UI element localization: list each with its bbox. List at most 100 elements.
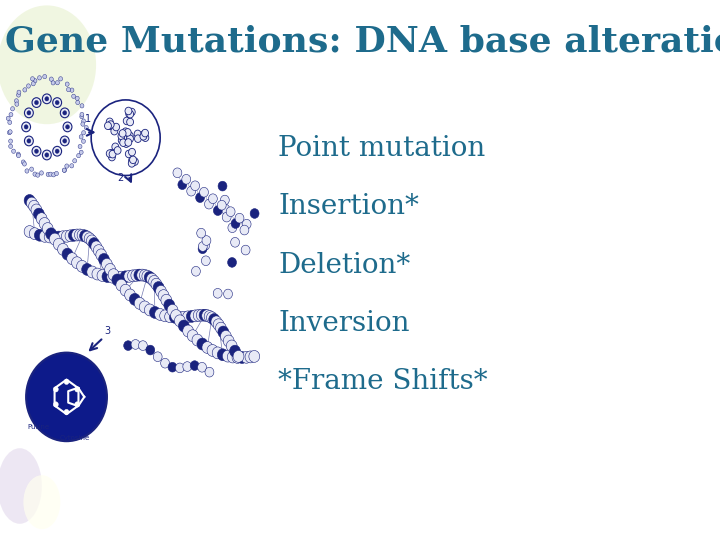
Circle shape [75,387,80,392]
Text: 1: 1 [85,113,91,124]
Circle shape [15,102,19,106]
Circle shape [171,309,181,321]
Circle shape [222,350,233,362]
Circle shape [71,229,82,241]
Circle shape [107,121,114,129]
Circle shape [109,150,116,158]
Circle shape [186,186,196,196]
Circle shape [45,97,49,101]
Circle shape [215,322,226,334]
Circle shape [127,110,134,118]
Circle shape [53,146,62,156]
Circle shape [155,308,166,320]
Circle shape [89,238,99,249]
Circle shape [14,99,19,103]
Circle shape [76,100,80,105]
Circle shape [62,168,66,172]
Circle shape [84,233,95,245]
Circle shape [81,119,86,123]
Circle shape [197,228,206,238]
Circle shape [60,136,69,146]
Circle shape [11,106,14,111]
Circle shape [129,157,135,164]
Circle shape [99,253,109,265]
Circle shape [63,168,66,172]
Circle shape [81,131,86,135]
Circle shape [241,352,252,363]
Circle shape [55,100,59,105]
Circle shape [17,90,21,94]
Circle shape [58,244,68,255]
Circle shape [138,341,148,350]
Circle shape [108,269,119,281]
Circle shape [53,231,64,243]
Circle shape [212,347,223,359]
Circle shape [26,353,107,441]
Circle shape [107,122,114,130]
Circle shape [81,122,85,126]
Circle shape [120,271,131,283]
Circle shape [65,164,68,168]
Circle shape [17,152,20,157]
Circle shape [35,149,38,153]
Circle shape [22,162,27,166]
Circle shape [76,260,87,272]
Circle shape [118,132,125,140]
Circle shape [134,130,141,138]
Circle shape [116,271,127,283]
Circle shape [128,160,135,167]
Circle shape [65,230,76,242]
Circle shape [202,342,213,354]
Circle shape [192,334,203,346]
Circle shape [249,350,260,362]
Circle shape [113,123,120,131]
Text: Deletion*: Deletion* [279,252,410,279]
Circle shape [45,153,49,157]
Circle shape [51,80,55,85]
Circle shape [176,363,184,373]
Circle shape [8,130,12,134]
Circle shape [224,289,233,299]
Circle shape [50,77,53,82]
Circle shape [33,172,37,176]
Circle shape [126,110,132,118]
Circle shape [64,379,69,384]
Circle shape [174,315,185,327]
Circle shape [9,139,12,143]
Circle shape [127,118,134,126]
Circle shape [79,150,84,154]
Circle shape [196,193,204,202]
Circle shape [37,76,42,80]
Circle shape [79,134,83,139]
Circle shape [132,158,138,165]
Circle shape [68,230,79,241]
Circle shape [205,367,214,377]
Circle shape [125,107,132,115]
Circle shape [230,238,240,247]
Circle shape [198,242,207,252]
Circle shape [144,272,155,284]
Circle shape [12,149,16,153]
Circle shape [131,269,142,281]
Circle shape [242,219,251,229]
Text: Gene Mutations: DNA base alterations: Gene Mutations: DNA base alterations [5,24,720,58]
Circle shape [164,299,175,311]
Circle shape [131,340,140,349]
Circle shape [230,345,240,357]
Circle shape [44,231,55,243]
Circle shape [52,173,55,177]
Circle shape [80,114,84,119]
Circle shape [77,230,88,241]
Circle shape [30,77,35,81]
Circle shape [9,144,13,148]
Circle shape [127,270,138,282]
Circle shape [169,312,180,323]
Circle shape [140,131,147,139]
Circle shape [146,273,157,285]
Circle shape [107,271,117,283]
Circle shape [161,359,169,368]
Circle shape [96,249,107,261]
Circle shape [198,244,207,254]
Circle shape [27,111,31,115]
Circle shape [182,174,191,184]
